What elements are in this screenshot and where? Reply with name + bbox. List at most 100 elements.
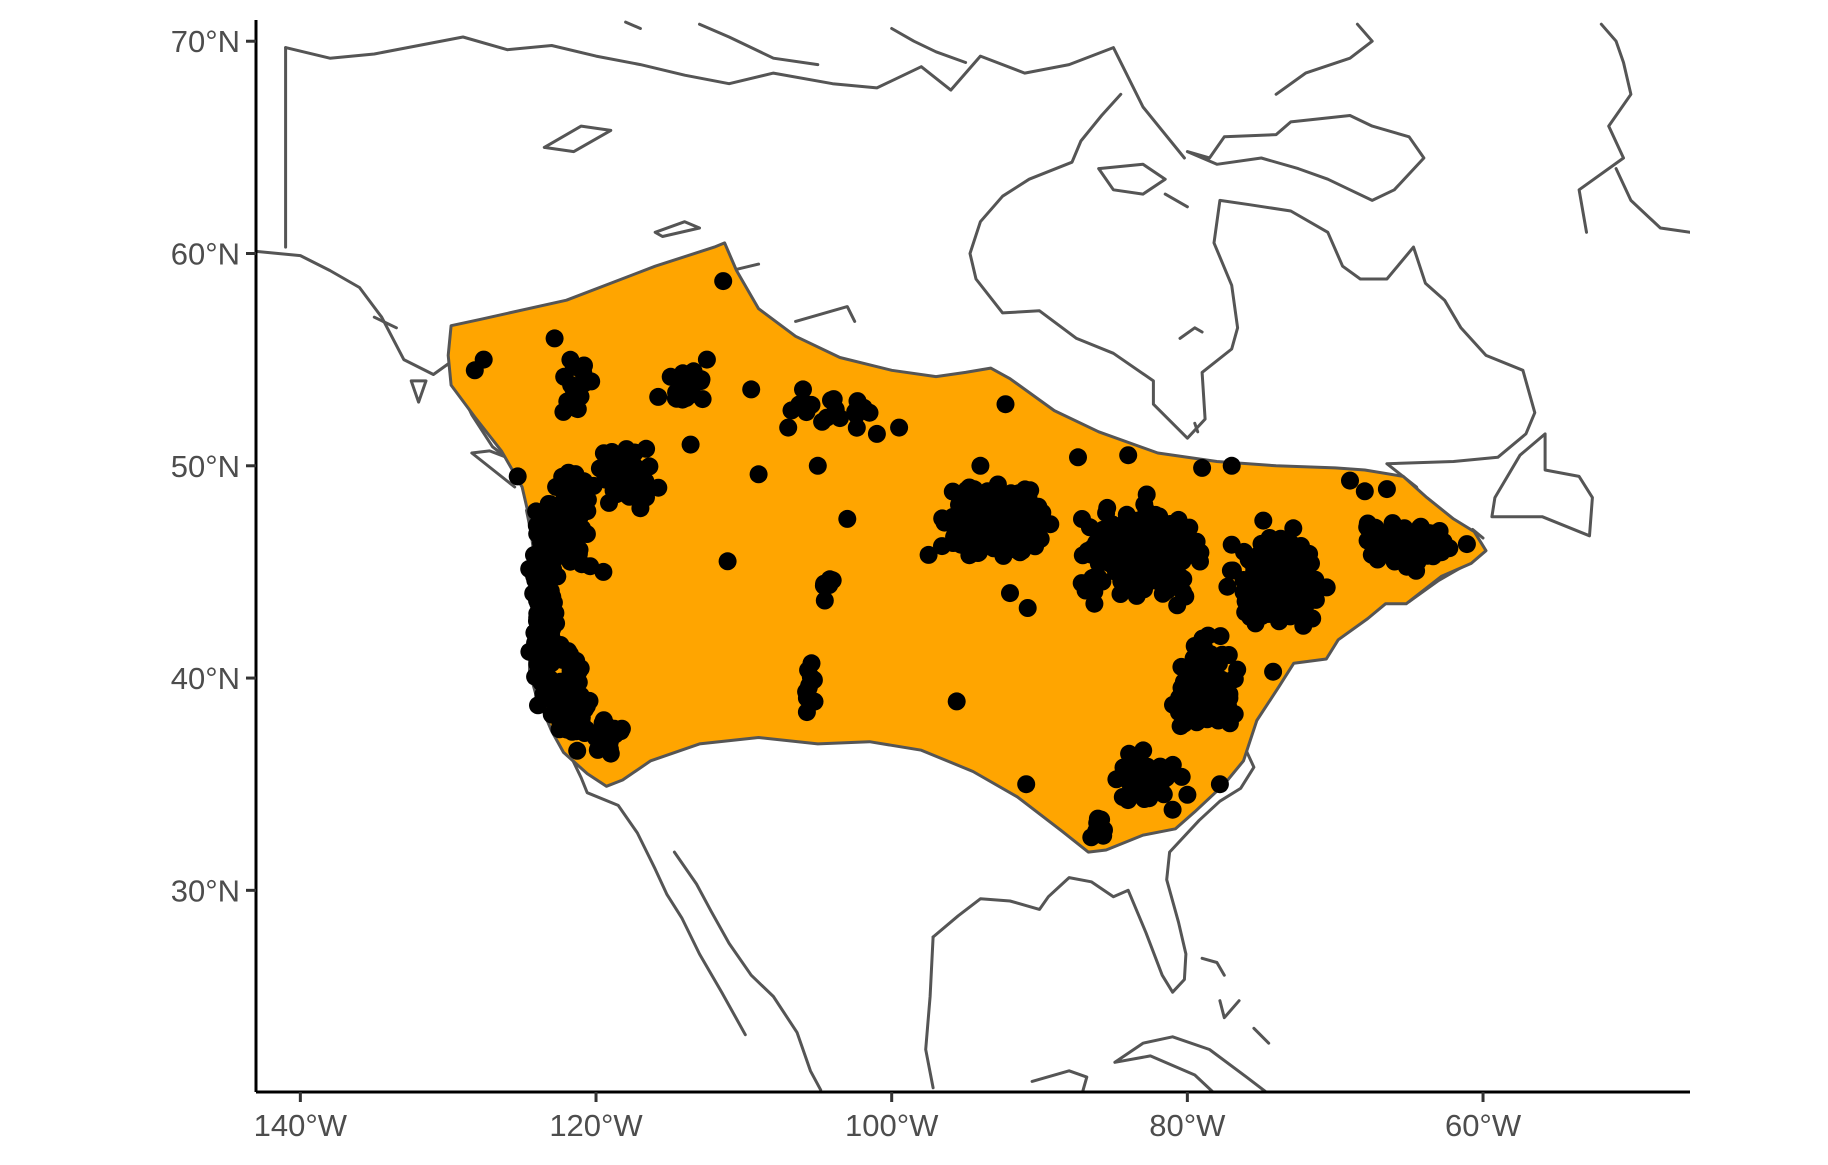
coastline-segment: [542, 124, 613, 154]
occurrence-point: [594, 562, 613, 581]
occurrence-point: [1001, 584, 1019, 603]
occurrence-point: [1171, 568, 1190, 587]
occurrence-point: [1181, 542, 1200, 561]
coastline-segment: [1185, 114, 1426, 202]
occurrence-point: [996, 395, 1015, 414]
occurrence-point: [565, 478, 584, 497]
occurrence-point: [693, 390, 712, 409]
occurrence-point: [1088, 813, 1107, 832]
occurrence-point: [1420, 539, 1438, 558]
occurrence-point: [1377, 480, 1396, 499]
occurrence-point: [617, 440, 636, 459]
occurrence-point: [1137, 501, 1156, 520]
y-tick-label: 30°N: [171, 873, 240, 908]
occurrence-point: [572, 524, 591, 542]
occurrence-point: [1163, 800, 1182, 819]
coastline-segment: [1200, 956, 1226, 977]
occurrence-point: [1158, 581, 1177, 600]
coastline-segment: [1614, 167, 1690, 234]
occurrence-point: [1010, 542, 1029, 561]
occurrence-point: [1084, 568, 1103, 587]
occurrence-point: [666, 389, 685, 408]
occurrence-point: [1167, 542, 1186, 561]
occurrence-point: [749, 465, 768, 484]
occurrence-point: [1199, 626, 1218, 645]
occurrence-point: [779, 418, 798, 437]
occurrence-point: [1207, 672, 1226, 691]
occurrence-point: [1133, 575, 1152, 594]
occurrence-point: [1392, 522, 1411, 540]
y-tick-label: 70°N: [171, 24, 240, 59]
coastline-segment: [1252, 1026, 1271, 1045]
occurrence-point: [598, 729, 617, 748]
occurrence-point: [808, 456, 827, 475]
occurrence-point: [1397, 557, 1416, 576]
coastline-segment: [1577, 22, 1633, 234]
occurrence-point: [1149, 520, 1168, 539]
occurrence-point: [1406, 539, 1425, 557]
occurrence-point: [963, 540, 981, 559]
occurrence-point: [559, 504, 578, 523]
occurrence-point: [578, 502, 597, 521]
occurrence-point: [631, 499, 650, 518]
occurrence-point: [508, 467, 527, 486]
occurrence-point: [1210, 775, 1229, 794]
occurrence-point: [1355, 482, 1374, 501]
coastline-segment: [672, 850, 823, 1092]
occurrence-point: [1156, 560, 1175, 579]
occurrence-point: [1228, 660, 1247, 679]
coastline-segment: [372, 315, 398, 330]
occurrence-point: [607, 485, 626, 504]
occurrence-point: [1122, 546, 1141, 565]
occurrence-point: [1026, 537, 1045, 556]
occurrence-point: [1273, 572, 1292, 590]
coastline-segment: [1218, 999, 1241, 1020]
occurrence-point: [1201, 645, 1220, 664]
occurrence-point: [1294, 616, 1313, 635]
occurrence-point: [1218, 577, 1237, 596]
x-tick-label: 80°W: [1149, 1108, 1226, 1143]
occurrence-point: [1254, 511, 1273, 530]
occurrence-point: [1016, 480, 1034, 499]
occurrence-point: [989, 494, 1007, 513]
occurrence-point: [867, 424, 886, 443]
occurrence-point: [1188, 680, 1207, 698]
occurrence-point: [1256, 552, 1275, 571]
occurrence-point: [635, 460, 654, 479]
occurrence-point: [1069, 448, 1087, 467]
occurrence-point: [1174, 583, 1193, 602]
occurrence-point: [697, 350, 716, 369]
occurrence-point: [1018, 599, 1037, 617]
occurrence-point: [552, 528, 571, 547]
occurrence-point: [971, 456, 990, 475]
occurrence-point: [1219, 646, 1238, 664]
coastline-segment: [653, 220, 701, 238]
occurrence-point: [1368, 526, 1387, 545]
occurrence-point: [959, 497, 978, 516]
occurrence-point: [1017, 775, 1036, 794]
occurrence-point: [649, 387, 668, 406]
occurrence-point: [714, 272, 733, 291]
y-tick-label: 60°N: [171, 237, 240, 272]
coastline-segment: [624, 20, 642, 30]
occurrence-point: [796, 399, 815, 418]
coastline-segment: [1178, 326, 1204, 340]
occurrence-point: [838, 509, 857, 528]
occurrence-point: [526, 667, 545, 686]
occurrence-point: [1280, 552, 1298, 570]
occurrence-point: [1277, 598, 1296, 617]
occurrence-point: [814, 576, 833, 595]
coastline-segment: [698, 22, 820, 67]
occurrence-point: [541, 582, 560, 600]
coastline-segment: [1193, 421, 1200, 434]
occurrence-point: [545, 329, 564, 348]
occurrence-point: [965, 480, 984, 499]
occurrence-point: [1225, 705, 1244, 724]
occurrence-point: [600, 462, 619, 480]
occurrence-point: [1134, 741, 1153, 760]
occurrence-point: [1170, 688, 1189, 707]
occurrence-point: [1221, 561, 1240, 580]
occurrence-point: [596, 715, 614, 733]
occurrence-point: [568, 741, 587, 760]
occurrence-point: [1120, 577, 1139, 596]
